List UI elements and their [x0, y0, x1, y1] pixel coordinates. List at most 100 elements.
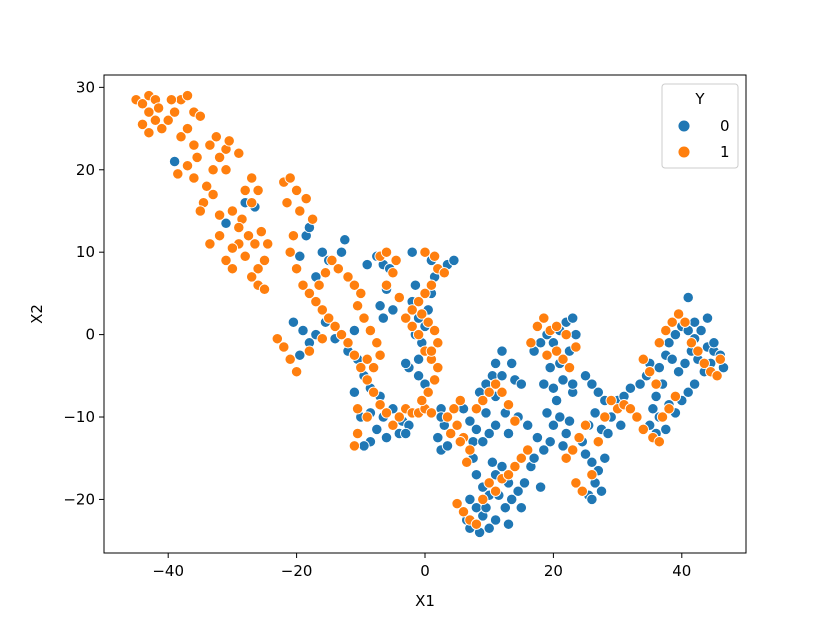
data-point-series-0	[502, 427, 515, 440]
data-point-series-0	[502, 518, 515, 530]
data-point-series-0	[538, 378, 550, 390]
data-point-series-1	[246, 271, 258, 283]
data-point-series-1	[233, 147, 245, 159]
data-point-series-1	[637, 353, 649, 365]
data-point-series-0	[409, 279, 422, 291]
data-point-series-1	[393, 291, 405, 304]
data-point-series-1	[445, 427, 457, 440]
data-point-series-0	[483, 427, 495, 440]
data-point-series-1	[387, 267, 399, 279]
data-point-series-1	[306, 213, 319, 225]
data-point-series-1	[220, 164, 232, 176]
data-point-series-1	[175, 131, 187, 143]
y-axis-ticks: −20 −10 0 10 20 30	[63, 78, 104, 508]
data-point-series-1	[181, 160, 194, 172]
data-point-series-1	[351, 403, 364, 415]
legend-label-1: 1	[720, 143, 730, 161]
data-point-series-0	[486, 456, 499, 468]
data-point-series-1	[194, 205, 206, 217]
data-point-series-0	[168, 155, 181, 168]
data-point-series-1	[685, 337, 698, 349]
data-point-series-1	[168, 106, 181, 118]
data-point-series-0	[294, 250, 306, 262]
data-point-series-1	[451, 497, 463, 510]
data-point-series-0	[579, 448, 592, 460]
data-point-series-1	[207, 188, 219, 201]
data-point-series-1	[213, 209, 226, 221]
data-point-series-1	[692, 345, 704, 357]
data-point-series-1	[294, 205, 306, 217]
data-point-series-0	[400, 427, 412, 440]
data-point-series-1	[592, 436, 604, 448]
data-point-series-0	[515, 502, 527, 514]
data-point-series-0	[560, 427, 572, 440]
data-point-series-1	[644, 366, 656, 378]
data-point-series-0	[287, 316, 300, 328]
data-point-series-1	[419, 287, 431, 300]
data-point-series-1	[422, 386, 434, 398]
x-tick-label: −40	[152, 562, 184, 580]
y-tick-label: 10	[76, 243, 95, 261]
legend: Y 01	[661, 83, 739, 169]
data-point-series-1	[323, 312, 335, 324]
y-tick-label: −20	[63, 490, 95, 508]
points-layer	[130, 89, 730, 539]
data-point-series-1	[258, 254, 271, 267]
data-point-series-0	[672, 366, 685, 378]
data-point-series-0	[374, 300, 386, 312]
data-point-series-1	[290, 366, 303, 378]
x-axis-label: X1	[415, 592, 435, 610]
data-point-series-1	[297, 279, 309, 291]
data-point-series-1	[387, 419, 399, 431]
data-point-series-1	[567, 444, 579, 456]
data-point-series-1	[374, 399, 386, 411]
data-point-series-1	[470, 403, 483, 415]
data-point-series-0	[592, 386, 604, 398]
data-point-series-0	[550, 394, 563, 407]
data-point-series-1	[348, 440, 361, 452]
data-point-series-0	[406, 246, 418, 258]
data-point-series-1	[348, 279, 361, 291]
data-point-series-1	[246, 197, 258, 209]
data-point-series-1	[326, 254, 338, 267]
data-point-series-1	[355, 361, 367, 374]
data-point-series-1	[457, 506, 470, 518]
x-axis-ticks: −40 −20 0 20 40	[152, 553, 691, 580]
data-point-series-0	[660, 423, 672, 436]
data-point-series-0	[586, 378, 598, 390]
data-point-series-1	[310, 295, 322, 308]
legend-label-0: 0	[720, 117, 730, 135]
data-point-series-1	[149, 114, 162, 126]
data-point-series-1	[637, 423, 649, 436]
data-point-series-0	[538, 444, 550, 456]
data-point-series-1	[374, 349, 386, 361]
data-point-series-1	[586, 469, 598, 481]
data-point-series-0	[480, 407, 492, 419]
data-point-series-1	[679, 316, 691, 328]
data-point-series-0	[599, 452, 611, 464]
data-point-series-0	[624, 382, 637, 394]
data-point-series-1	[136, 98, 149, 110]
data-point-series-1	[560, 452, 572, 464]
data-point-series-1	[204, 238, 216, 250]
data-point-series-0	[387, 304, 399, 316]
data-point-series-1	[348, 349, 361, 361]
data-point-series-0	[441, 440, 454, 452]
data-point-series-1	[204, 139, 216, 151]
data-point-series-1	[316, 333, 328, 345]
data-point-series-0	[380, 431, 393, 444]
data-point-series-1	[441, 411, 454, 423]
x-tick-label: −20	[281, 562, 313, 580]
data-point-series-0	[602, 427, 614, 440]
data-point-series-1	[425, 345, 438, 357]
data-point-series-1	[351, 300, 364, 312]
data-point-series-1	[560, 328, 572, 341]
data-point-series-1	[271, 333, 283, 345]
legend-marker-1	[677, 145, 691, 159]
data-point-series-0	[448, 254, 460, 267]
data-point-series-1	[570, 477, 582, 489]
data-point-series-1	[284, 353, 296, 365]
data-point-series-1	[406, 320, 418, 333]
data-point-series-0	[432, 431, 444, 444]
